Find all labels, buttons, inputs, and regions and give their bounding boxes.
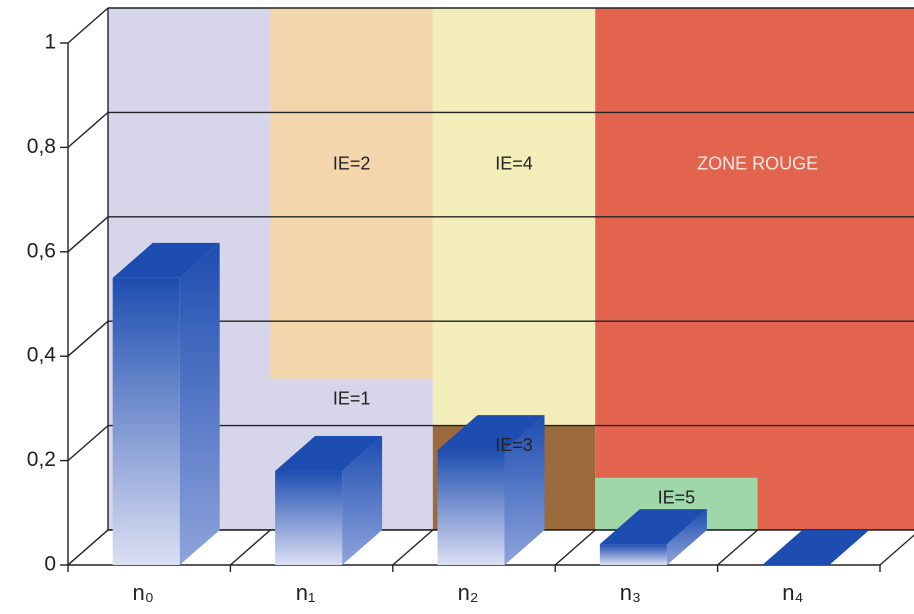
zone-label: IE=1 <box>333 388 371 408</box>
bar-top <box>599 509 707 545</box>
side-grid-line <box>67 111 109 148</box>
bar-side <box>342 436 383 565</box>
side-grid-line <box>67 425 109 462</box>
y-tick-label: 0,2 <box>27 448 56 471</box>
bar-front <box>275 471 343 565</box>
bar-front <box>437 450 505 565</box>
zone-label: ZONE ROUGE <box>697 153 818 173</box>
y-tick-label: 0,6 <box>27 239 56 262</box>
bar-top <box>437 415 545 451</box>
bar-top <box>762 530 870 565</box>
x-tick-label: n₂ <box>458 580 479 605</box>
bar <box>599 509 707 565</box>
bar <box>275 436 383 565</box>
side-grid-line <box>67 7 109 44</box>
x-tick-label: n₄ <box>782 580 803 605</box>
bar-top <box>112 242 220 278</box>
bar <box>112 242 220 565</box>
bar-side <box>504 415 545 565</box>
floor-divider <box>879 534 914 566</box>
x-tick-label: n₃ <box>620 580 641 605</box>
y-tick-label: 1 <box>44 31 56 54</box>
floor-divider <box>717 529 759 566</box>
zone <box>270 8 433 379</box>
floor-divider <box>229 529 271 566</box>
bar-top <box>275 436 383 472</box>
y-tick-label: 0 <box>44 553 56 576</box>
floor-divider <box>392 529 434 566</box>
zone-label: IE=2 <box>333 153 371 173</box>
bar-front <box>599 544 667 565</box>
y-tick-label: 0,8 <box>27 135 56 158</box>
labels: IE=1 IE=2 IE=3 IE=4 ZONE ROUGE IE=5 0 0,2 0,4 0,6… <box>27 31 818 605</box>
zone <box>595 8 914 530</box>
y-tick-label: 0,4 <box>27 344 57 367</box>
floor-divider <box>554 529 596 566</box>
bar-side <box>666 509 707 565</box>
zone-label: IE=3 <box>495 435 533 455</box>
zone-label: IE=5 <box>658 487 696 507</box>
bars <box>112 242 870 565</box>
x-tick-label: n₁ <box>296 580 316 605</box>
side-grid-line <box>67 216 109 253</box>
bar <box>762 530 870 565</box>
x-tick-label: n₀ <box>133 580 154 605</box>
zone-label: IE=4 <box>495 153 533 173</box>
bar-side <box>179 242 220 565</box>
bar <box>437 415 545 565</box>
bar-front <box>112 277 180 565</box>
floor-divider <box>67 529 109 566</box>
side-grid-line <box>67 320 109 357</box>
